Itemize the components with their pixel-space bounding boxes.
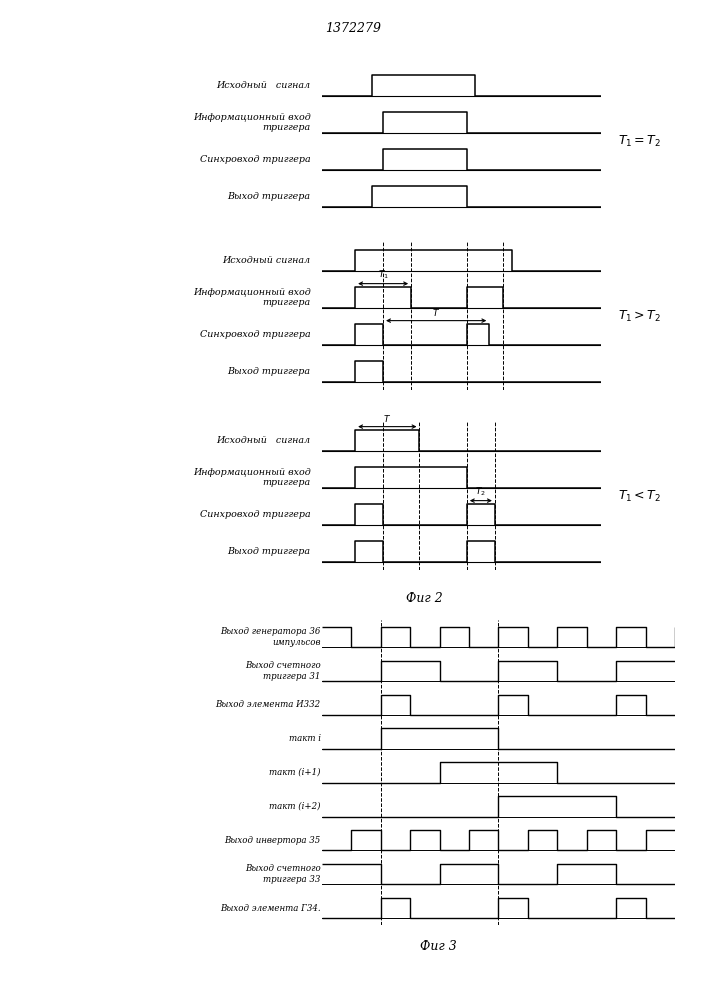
- Text: Синхровход триггера: Синхровход триггера: [200, 330, 310, 339]
- Text: $T$: $T$: [432, 307, 440, 318]
- Text: $T_1$: $T_1$: [378, 269, 389, 281]
- Text: Фиг 3: Фиг 3: [420, 940, 457, 953]
- Text: Выход счетного
триггера 33: Выход счетного триггера 33: [245, 864, 320, 884]
- Text: Синхровход триггера: Синхровход триггера: [200, 155, 310, 164]
- Text: Исходный   сигнал: Исходный сигнал: [216, 436, 310, 445]
- Text: 1372279: 1372279: [325, 22, 382, 35]
- Text: $T_1 = T_2$: $T_1 = T_2$: [618, 133, 661, 149]
- Text: Информационный вход
триггера: Информационный вход триггера: [193, 468, 310, 487]
- Text: Выход триггера: Выход триггера: [228, 367, 310, 376]
- Text: Выход генератора 36
импульсов: Выход генератора 36 импульсов: [220, 627, 320, 647]
- Text: такт (i+2): такт (i+2): [269, 802, 320, 811]
- Text: $T_1 < T_2$: $T_1 < T_2$: [618, 488, 661, 504]
- Text: Выход счетного
триггера 31: Выход счетного триггера 31: [245, 661, 320, 681]
- Text: Синхровход триггера: Синхровход триггера: [200, 510, 310, 519]
- Text: Фиг 2: Фиг 2: [406, 592, 443, 605]
- Text: $T$: $T$: [383, 413, 392, 424]
- Text: Выход триггера: Выход триггера: [228, 192, 310, 201]
- Text: такт (i+1): такт (i+1): [269, 768, 320, 777]
- Text: $T_2$: $T_2$: [475, 486, 486, 498]
- Text: Выход триггера: Выход триггера: [228, 547, 310, 556]
- Text: Выход элемента И332: Выход элемента И332: [216, 700, 320, 709]
- Text: $T_1 > T_2$: $T_1 > T_2$: [618, 308, 661, 324]
- Text: Исходный   сигнал: Исходный сигнал: [216, 81, 310, 90]
- Text: Выход инвертора 35: Выход инвертора 35: [224, 836, 320, 845]
- Text: такт i: такт i: [288, 734, 320, 743]
- Text: Информационный вход
триггера: Информационный вход триггера: [193, 288, 310, 307]
- Text: Информационный вход
триггера: Информационный вход триггера: [193, 113, 310, 132]
- Text: Выход элемента Г34.: Выход элемента Г34.: [220, 904, 320, 913]
- Text: Исходный сигнал: Исходный сигнал: [223, 256, 310, 265]
